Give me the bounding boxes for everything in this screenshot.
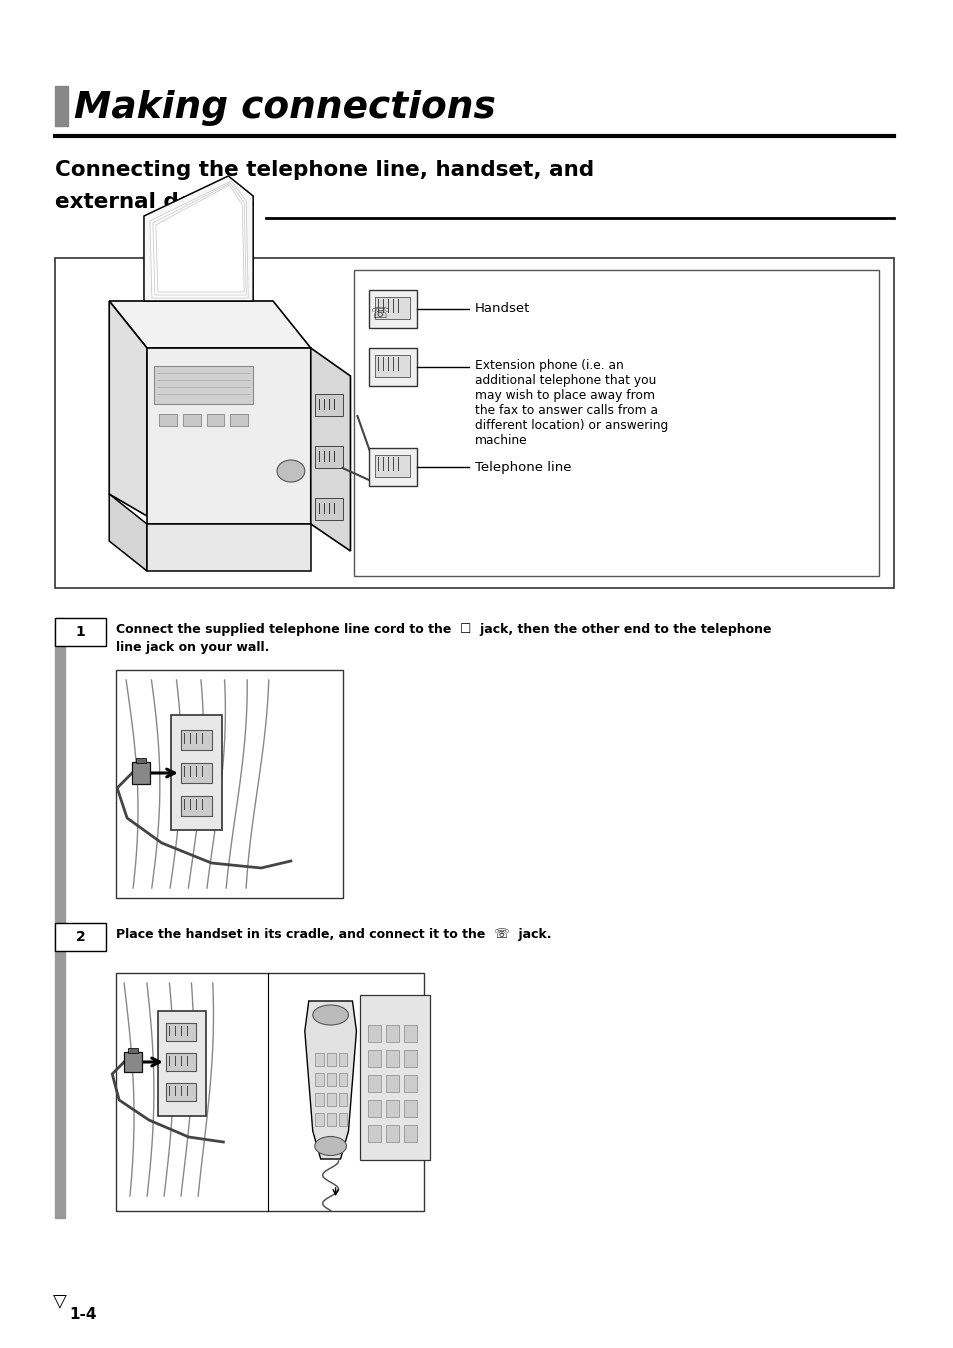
Bar (230, 414, 248, 426)
Bar (128, 1047, 138, 1053)
Bar (166, 1023, 195, 1041)
Bar (132, 762, 150, 785)
Bar (326, 1053, 335, 1066)
Bar (368, 1050, 381, 1068)
Text: ☏: ☏ (371, 306, 390, 321)
Text: Extension phone (i.e. an: Extension phone (i.e. an (474, 359, 622, 372)
Text: machine: machine (474, 434, 527, 448)
Bar (386, 1024, 398, 1042)
Ellipse shape (313, 1006, 348, 1024)
Bar (314, 446, 342, 468)
Bar (368, 1024, 381, 1042)
Text: 1: 1 (75, 625, 85, 639)
Bar (314, 497, 342, 520)
Polygon shape (109, 493, 147, 572)
Bar (54, 617, 65, 1219)
Bar (338, 1113, 347, 1126)
Bar (54, 923, 106, 950)
Text: 2: 2 (75, 930, 85, 944)
Bar (369, 448, 416, 487)
Bar (369, 348, 416, 386)
Bar (314, 394, 342, 417)
Bar (404, 1126, 416, 1142)
Bar (368, 1126, 381, 1142)
Ellipse shape (314, 1136, 346, 1155)
Text: may wish to place away from: may wish to place away from (474, 390, 654, 402)
Bar (338, 1073, 347, 1086)
Bar (404, 1074, 416, 1092)
Bar (206, 414, 224, 426)
Bar (386, 1074, 398, 1092)
Polygon shape (152, 183, 246, 295)
Bar (326, 1113, 335, 1126)
Text: line jack on your wall.: line jack on your wall. (116, 642, 270, 654)
Bar (166, 1082, 195, 1101)
Bar (153, 367, 253, 404)
Text: Handset: Handset (474, 302, 530, 315)
Text: Connect the supplied telephone line cord to the  ☐  jack, then the other end to : Connect the supplied telephone line cord… (116, 623, 771, 636)
Text: additional telephone that you: additional telephone that you (474, 373, 656, 387)
Bar (360, 995, 430, 1161)
Bar (314, 1113, 323, 1126)
Bar (369, 290, 416, 328)
Bar (54, 86, 68, 125)
Text: different location) or answering: different location) or answering (474, 419, 667, 431)
Text: ▽: ▽ (52, 1291, 67, 1310)
Bar (355, 270, 878, 576)
Bar (116, 670, 342, 898)
Bar (180, 731, 213, 749)
Bar (386, 1050, 398, 1068)
Text: external devices: external devices (54, 191, 254, 212)
Text: 1-4: 1-4 (70, 1308, 97, 1322)
Bar (159, 414, 176, 426)
Polygon shape (144, 177, 253, 301)
Bar (386, 1100, 398, 1117)
Polygon shape (305, 1002, 356, 1159)
Bar (180, 763, 213, 783)
Bar (157, 1011, 205, 1116)
Polygon shape (147, 524, 311, 572)
Bar (171, 714, 222, 830)
Bar (375, 297, 410, 319)
Bar (166, 1053, 195, 1072)
Polygon shape (155, 185, 244, 293)
Bar (338, 1053, 347, 1066)
Text: Telephone line: Telephone line (474, 461, 571, 473)
Polygon shape (147, 348, 311, 524)
Bar (314, 1093, 323, 1105)
Bar (116, 973, 423, 1211)
Bar (124, 1051, 142, 1072)
Bar (404, 1050, 416, 1068)
Text: Connecting the telephone line, handset, and: Connecting the telephone line, handset, … (54, 160, 593, 181)
Bar (54, 257, 893, 588)
Bar (338, 1093, 347, 1105)
Bar (180, 797, 213, 816)
Bar (182, 414, 200, 426)
Bar (404, 1100, 416, 1117)
Bar (375, 355, 410, 377)
Bar (386, 1126, 398, 1142)
Bar (404, 1024, 416, 1042)
Text: Making connections: Making connections (74, 90, 496, 125)
Ellipse shape (276, 460, 305, 483)
Bar (368, 1074, 381, 1092)
Text: the fax to answer calls from a: the fax to answer calls from a (474, 404, 657, 417)
Polygon shape (150, 181, 248, 298)
Bar (314, 1053, 323, 1066)
Text: Place the handset in its cradle, and connect it to the  ☏  jack.: Place the handset in its cradle, and con… (116, 927, 551, 941)
Polygon shape (109, 301, 311, 348)
Bar (314, 1073, 323, 1086)
Bar (136, 758, 146, 763)
Polygon shape (311, 348, 350, 551)
Bar (326, 1093, 335, 1105)
Bar (54, 617, 106, 646)
Polygon shape (109, 301, 147, 516)
Bar (375, 456, 410, 477)
Bar (368, 1100, 381, 1117)
Bar (326, 1073, 335, 1086)
